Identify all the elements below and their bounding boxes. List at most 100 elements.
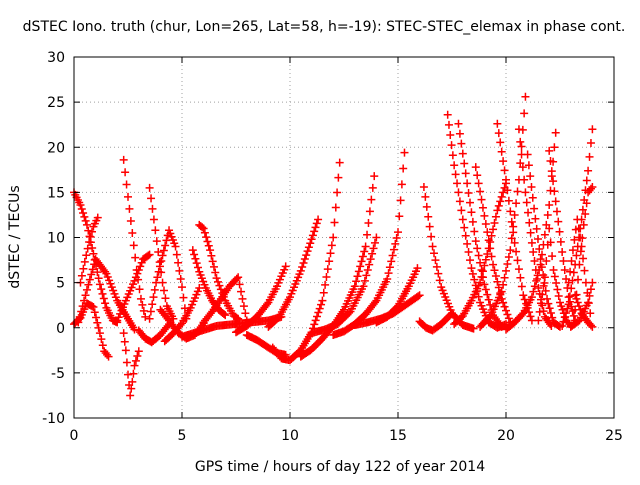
data-point-marker	[494, 201, 503, 210]
data-point-marker	[494, 129, 503, 138]
data-point-marker	[157, 256, 166, 265]
data-point-marker	[310, 320, 319, 329]
data-point-marker	[148, 204, 157, 213]
data-point-marker	[447, 141, 456, 150]
data-point-marker	[463, 239, 472, 248]
data-point-marker	[95, 280, 104, 289]
data-point-marker	[461, 231, 470, 240]
data-point-marker	[545, 201, 554, 210]
data-point-marker	[486, 244, 495, 253]
data-point-marker	[497, 322, 506, 331]
data-point-marker	[575, 260, 584, 269]
data-point-marker	[89, 302, 98, 311]
data-point-marker	[531, 265, 540, 274]
data-point-marker	[473, 244, 482, 253]
data-point-marker	[150, 285, 159, 294]
data-point-marker	[483, 228, 492, 237]
data-point-marker	[526, 172, 535, 181]
data-point-marker	[310, 227, 319, 236]
data-point-marker	[451, 170, 460, 179]
data-point-marker	[548, 313, 557, 322]
data-point-marker	[554, 291, 563, 300]
data-point-marker	[450, 161, 459, 170]
data-point-marker	[414, 292, 423, 301]
data-point-marker	[161, 241, 170, 250]
data-point-marker	[120, 337, 129, 346]
data-point-marker	[550, 272, 559, 281]
data-point-marker	[557, 302, 566, 311]
data-point-marker	[212, 274, 221, 283]
data-point-marker	[471, 237, 480, 246]
data-point-marker	[93, 318, 102, 327]
data-point-marker	[574, 275, 582, 284]
data-point-marker	[582, 199, 591, 208]
data-point-marker	[370, 238, 379, 247]
data-point-marker	[148, 300, 157, 309]
data-point-marker	[552, 207, 561, 216]
data-point-marker	[211, 268, 220, 277]
data-point-marker	[525, 308, 534, 317]
data-point-marker	[520, 175, 529, 184]
data-point-marker	[363, 230, 372, 239]
data-point-marker	[99, 294, 108, 303]
data-point-marker	[127, 384, 136, 393]
data-point-marker	[473, 287, 482, 296]
data-point-marker	[512, 247, 521, 256]
data-series	[296, 172, 379, 361]
data-point-marker	[400, 148, 409, 157]
data-point-marker	[149, 293, 158, 302]
data-point-marker	[510, 210, 519, 219]
data-point-marker	[517, 310, 526, 319]
data-point-marker	[362, 271, 371, 280]
data-point-marker	[457, 139, 466, 148]
data-point-marker	[572, 251, 581, 260]
data-point-marker	[383, 275, 392, 284]
data-point-marker	[443, 110, 452, 119]
data-point-marker	[562, 308, 571, 317]
data-point-marker	[130, 276, 139, 285]
data-point-marker	[85, 275, 94, 284]
data-point-marker	[578, 234, 587, 243]
data-point-marker	[454, 188, 463, 197]
data-point-marker	[487, 252, 496, 261]
data-series	[134, 320, 174, 347]
data-point-marker	[314, 215, 323, 224]
data-point-marker	[448, 151, 457, 160]
data-point-marker	[422, 202, 431, 211]
data-point-marker	[384, 269, 393, 278]
data-series	[534, 224, 575, 330]
data-point-marker	[175, 266, 184, 275]
data-point-marker	[133, 352, 142, 361]
data-point-marker	[510, 238, 519, 247]
data-point-marker	[84, 280, 93, 289]
data-point-marker	[322, 272, 331, 281]
data-point-marker	[130, 325, 139, 334]
data-point-marker	[552, 278, 561, 287]
data-point-marker	[457, 206, 466, 215]
data-point-marker	[350, 282, 359, 291]
data-point-marker	[321, 280, 330, 289]
data-point-marker	[81, 291, 90, 300]
data-point-marker	[200, 228, 209, 237]
data-point-marker	[530, 204, 539, 213]
data-point-marker	[198, 223, 207, 232]
y-tick-label: 30	[47, 50, 65, 66]
data-point-marker	[361, 242, 370, 251]
data-point-marker	[504, 196, 513, 205]
data-point-marker	[529, 247, 538, 256]
data-series	[329, 148, 409, 339]
data-point-marker	[192, 259, 201, 268]
data-series	[232, 262, 290, 337]
data-point-marker	[573, 298, 582, 307]
data-point-marker	[478, 203, 487, 212]
data-point-marker	[129, 241, 138, 250]
data-point-marker	[580, 266, 589, 275]
data-point-marker	[569, 311, 578, 320]
data-series	[268, 158, 344, 365]
data-point-marker	[563, 304, 572, 313]
data-point-marker	[101, 267, 110, 276]
data-point-marker	[464, 188, 473, 197]
data-point-marker	[104, 352, 113, 361]
data-point-marker	[215, 281, 224, 290]
data-point-marker	[523, 150, 532, 159]
